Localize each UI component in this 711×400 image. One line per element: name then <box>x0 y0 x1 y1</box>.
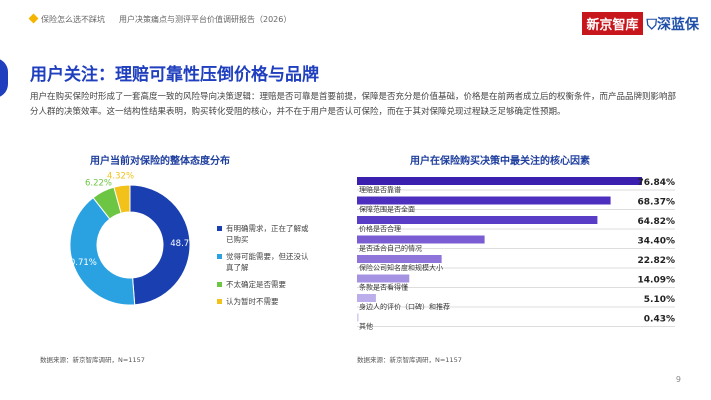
legend-item: 不太确定是否需要 <box>217 279 312 290</box>
bar <box>357 196 611 205</box>
series-label: 保险怎么选不踩坑 <box>28 13 105 25</box>
donut-label: 6.22% <box>85 178 112 188</box>
bar-value-label: 5.10% <box>644 295 675 305</box>
donut-legend: 有明确需求，正在了解或已购买 觉得可能需要，但还没认真了解不太确定是否需要 认为暂时… <box>217 223 312 313</box>
bar-category: 理赔是否靠谱 <box>359 185 401 194</box>
donut-label: 4.32% <box>107 172 134 182</box>
diamond-icon <box>28 13 39 24</box>
bar-value-label: 64.82% <box>638 217 676 227</box>
donut-slice <box>129 184 191 306</box>
legend-swatch <box>217 226 222 231</box>
bar-category: 身边人的评价（口碑）和推荐 <box>359 302 450 311</box>
legend-label: 觉得可能需要，但还没认真了解 <box>226 252 309 272</box>
bar-chart-title: 用户在保险购买决策中最关注的核心因素 <box>410 156 590 167</box>
bar <box>357 216 598 224</box>
header-breadcrumb: 保险怎么选不踩坑 用户决策痛点与测评平台价值调研报告（2026） <box>28 13 292 25</box>
bar <box>357 274 410 283</box>
donut-label: 40.71% <box>64 258 96 268</box>
bar-value-label: 22.82% <box>638 256 676 266</box>
bar-chart: 理赔是否靠谱 76.84% 保障范围是否全面 68.37% 价格是否合理 64.82% 是否… <box>357 177 676 331</box>
legend-item: 有明确需求，正在了解或已购买 <box>217 223 312 245</box>
donut-label: 48.75% <box>170 239 202 249</box>
page-title: 用户关注：理赔可靠性压倒价格与品牌 <box>30 65 319 85</box>
bar-value-label: 14.09% <box>638 276 676 286</box>
bar-category: 保险公司知名度和规模大小 <box>359 263 443 272</box>
series-text: 保险怎么选不踩坑 <box>41 15 105 24</box>
bar-value-label: 68.37% <box>638 198 676 208</box>
bar-value-label: 34.40% <box>638 237 676 247</box>
donut-chart: 48.75% 40.71% 6.22%4.32% <box>64 172 203 306</box>
donut-slice <box>113 184 131 214</box>
bar-value-label: 0.43% <box>644 315 675 325</box>
shenlanbao-logo: ⛉深蓝保 <box>646 16 700 33</box>
report-title: 用户决策痛点与测评平台价值调研报告（2026） <box>119 15 292 24</box>
bar-category: 其他 <box>359 322 373 331</box>
legend-label: 有明确需求，正在了解或已购买 <box>226 224 309 244</box>
summary-paragraph: 用户在购买保险时形成了一套高度一致的风险导向决策逻辑：理赔是否可靠是首要前提，保… <box>30 92 677 117</box>
bar <box>357 177 642 185</box>
legend-swatch <box>217 282 222 287</box>
donut-slice <box>69 196 136 306</box>
legend-label: 认为暂时不需要 <box>226 297 279 306</box>
legend-item: 觉得可能需要，但还没认真了解 <box>217 251 312 273</box>
donut-source: 数据来源：新京智库调研，N=1157 <box>40 356 145 364</box>
bar-category: 保障范围是否全面 <box>359 205 415 214</box>
logos: 新京智库 ⛉深蓝保 <box>582 12 699 35</box>
legend-swatch <box>217 299 222 304</box>
bar-source: 数据来源：新京智库调研，N=1157 <box>357 356 462 364</box>
legend-label: 不太确定是否需要 <box>226 280 286 289</box>
page-number: 9 <box>675 375 681 384</box>
bar <box>357 235 485 244</box>
title-accent <box>0 58 8 98</box>
legend-item: 认为暂时不需要 <box>217 296 312 307</box>
xinjing-logo: 新京智库 <box>582 12 643 35</box>
donut-chart-title: 用户当前对保险的整体态度分布 <box>90 156 230 167</box>
bar <box>357 313 359 322</box>
bar <box>357 255 442 263</box>
bar-category: 条款是否看得懂 <box>359 283 408 292</box>
bar <box>357 294 376 302</box>
bar-category: 价格是否合理 <box>359 224 401 233</box>
bar-category: 是否适合自己的情况 <box>359 244 422 253</box>
bar-value-label: 76.84% <box>638 178 676 188</box>
legend-swatch <box>217 254 222 259</box>
